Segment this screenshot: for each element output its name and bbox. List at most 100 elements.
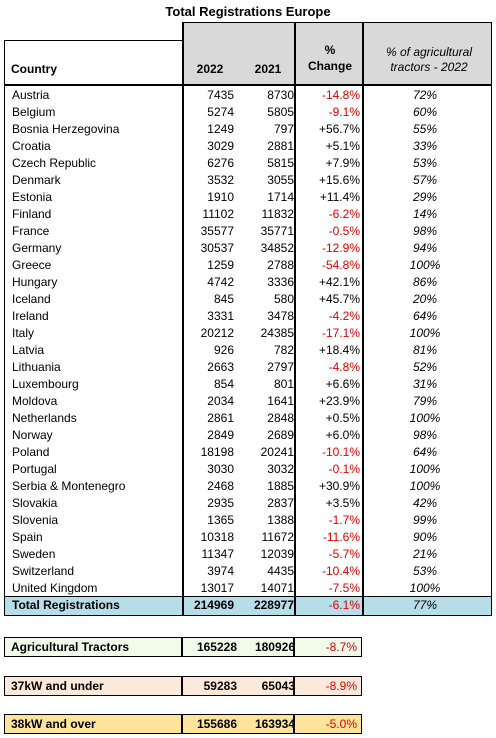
country-cell: Serbia & Montenegro: [12, 479, 126, 493]
country-cell: Czech Republic: [12, 156, 97, 170]
country-cell: Greece: [12, 258, 52, 272]
pct-ag-cell: 100%: [409, 411, 441, 425]
pct-ag-cell: 14%: [412, 207, 438, 221]
table-row: Slovakia 2935 2837 +3.5% 42%: [4, 495, 492, 512]
summary-2022: 165228: [196, 640, 237, 654]
header-2021: 2021: [254, 62, 282, 76]
country-cell: Iceland: [12, 292, 51, 306]
value-2022-cell: 2034: [207, 394, 234, 408]
value-2021-cell: 1714: [267, 190, 294, 204]
country-cell: Ireland: [12, 309, 49, 323]
summary-label: 37kW and under: [11, 679, 104, 693]
pct-ag-cell: 42%: [412, 496, 438, 510]
border-total-bottom: [4, 615, 492, 616]
pct-ag-cell: 53%: [412, 564, 438, 578]
country-cell: Austria: [12, 88, 50, 102]
country-cell: Hungary: [12, 275, 58, 289]
summary-divider: [181, 638, 183, 656]
pct-ag-cell: 31%: [412, 377, 438, 391]
change-cell: +7.9%: [325, 156, 360, 170]
change-cell: -1.7%: [328, 513, 360, 527]
value-2021-cell: 24385: [260, 326, 294, 340]
value-2022-cell: 1259: [207, 258, 234, 272]
border-col-2022: [182, 22, 184, 616]
value-2021-cell: 3478: [267, 309, 294, 323]
summary-2021: 65043: [261, 679, 295, 693]
header-2022: 2022: [196, 62, 224, 76]
country-cell: Slovakia: [12, 496, 58, 510]
value-2022-cell: 11102: [202, 207, 234, 221]
table-row: Croatia 3029 2881 +5.1% 33%: [4, 138, 492, 155]
country-cell: Moldova: [12, 394, 58, 408]
change-cell: -7.5%: [328, 581, 360, 595]
value-2021-cell: 801: [273, 377, 294, 391]
value-2022-cell: 7435: [207, 88, 234, 102]
change-cell: -0.1%: [328, 462, 360, 476]
pct-ag-cell: 94%: [412, 241, 438, 255]
country-cell: Italy: [12, 326, 35, 340]
country-cell: Lithuania: [12, 360, 61, 374]
pct-ag-cell: 52%: [412, 360, 438, 374]
summary-row: Agricultural Tractors 165228 180926 -8.7%: [4, 637, 362, 657]
value-2022-cell: 3974: [207, 564, 234, 578]
table-row: Austria 7435 8730 -14.8% 72%: [4, 87, 492, 104]
value-2022-cell: 6276: [207, 156, 234, 170]
country-cell: Spain: [12, 530, 43, 544]
value-2021-cell: 35771: [260, 224, 294, 238]
country-cell: Latvia: [12, 343, 45, 357]
value-2022-cell: 30537: [200, 241, 234, 255]
pct-ag-cell: 99%: [412, 513, 438, 527]
border-top-left: [4, 40, 182, 41]
change-cell: -11.6%: [322, 530, 360, 544]
summary-change: -8.9%: [325, 679, 357, 693]
country-cell: Portugal: [12, 462, 57, 476]
change-cell: +23.9%: [318, 394, 360, 408]
header-pct-line2: tractors - 2022: [390, 60, 468, 74]
pct-ag-cell: 81%: [412, 343, 438, 357]
value-2021-cell: 2788: [267, 258, 294, 272]
pct-ag-cell: 79%: [412, 394, 438, 408]
pct-ag-cell: 64%: [412, 445, 438, 459]
table-row: United Kingdom 13017 14071 -7.5% 100%: [4, 580, 492, 597]
value-2021-cell: 3055: [267, 173, 294, 187]
table-title: Total Registrations Europe: [165, 4, 331, 19]
summary-divider: [293, 715, 295, 733]
summary-divider: [181, 715, 183, 733]
value-2021-cell: 11672: [261, 530, 294, 544]
value-2021-cell: 1641: [267, 394, 294, 408]
header-gray-pct: [364, 22, 492, 84]
value-2021-cell: 5805: [267, 105, 294, 119]
value-2022-cell: 11347: [201, 547, 234, 561]
table-row: Netherlands 2861 2848 +0.5% 100%: [4, 410, 492, 427]
change-cell: +30.9%: [318, 479, 360, 493]
change-cell: +6.0%: [325, 428, 360, 442]
header-gray-change: [296, 22, 362, 84]
change-cell: -14.8%: [321, 88, 360, 102]
table-row: Luxembourg 854 801 +6.6% 31%: [4, 376, 492, 393]
table-row: Lithuania 2663 2797 -4.8% 52%: [4, 359, 492, 376]
value-2022-cell: 10318: [200, 530, 234, 544]
change-cell: +0.5%: [325, 411, 360, 425]
table-row: Iceland 845 580 +45.7% 20%: [4, 291, 492, 308]
summary-row: 38kW and over 155686 163934 -5.0%: [4, 714, 362, 734]
pct-ag-cell: 20%: [412, 292, 438, 306]
country-cell: Estonia: [12, 190, 53, 204]
pct-ag-cell: 55%: [412, 122, 438, 136]
table-row: Poland 18198 20241 -10.1% 64%: [4, 444, 492, 461]
value-2022-cell: 2468: [207, 479, 234, 493]
value-2022-cell: 3029: [207, 139, 234, 153]
total-label: Total Registrations: [12, 598, 120, 612]
value-2021-cell: 5815: [267, 156, 294, 170]
change-cell: +42.1%: [318, 275, 360, 289]
summary-2021: 180926: [254, 640, 295, 654]
value-2021-cell: 3032: [267, 462, 294, 476]
country-cell: Norway: [12, 428, 53, 442]
country-cell: Finland: [12, 207, 52, 221]
total-change: -6.1%: [328, 598, 360, 612]
summary-label: Agricultural Tractors: [11, 640, 130, 654]
value-2022-cell: 2935: [207, 496, 234, 510]
table-row: Czech Republic 6276 5815 +7.9% 53%: [4, 155, 492, 172]
value-2022-cell: 3532: [207, 173, 234, 187]
country-cell: Sweden: [12, 547, 56, 561]
pct-ag-cell: 98%: [412, 224, 438, 238]
